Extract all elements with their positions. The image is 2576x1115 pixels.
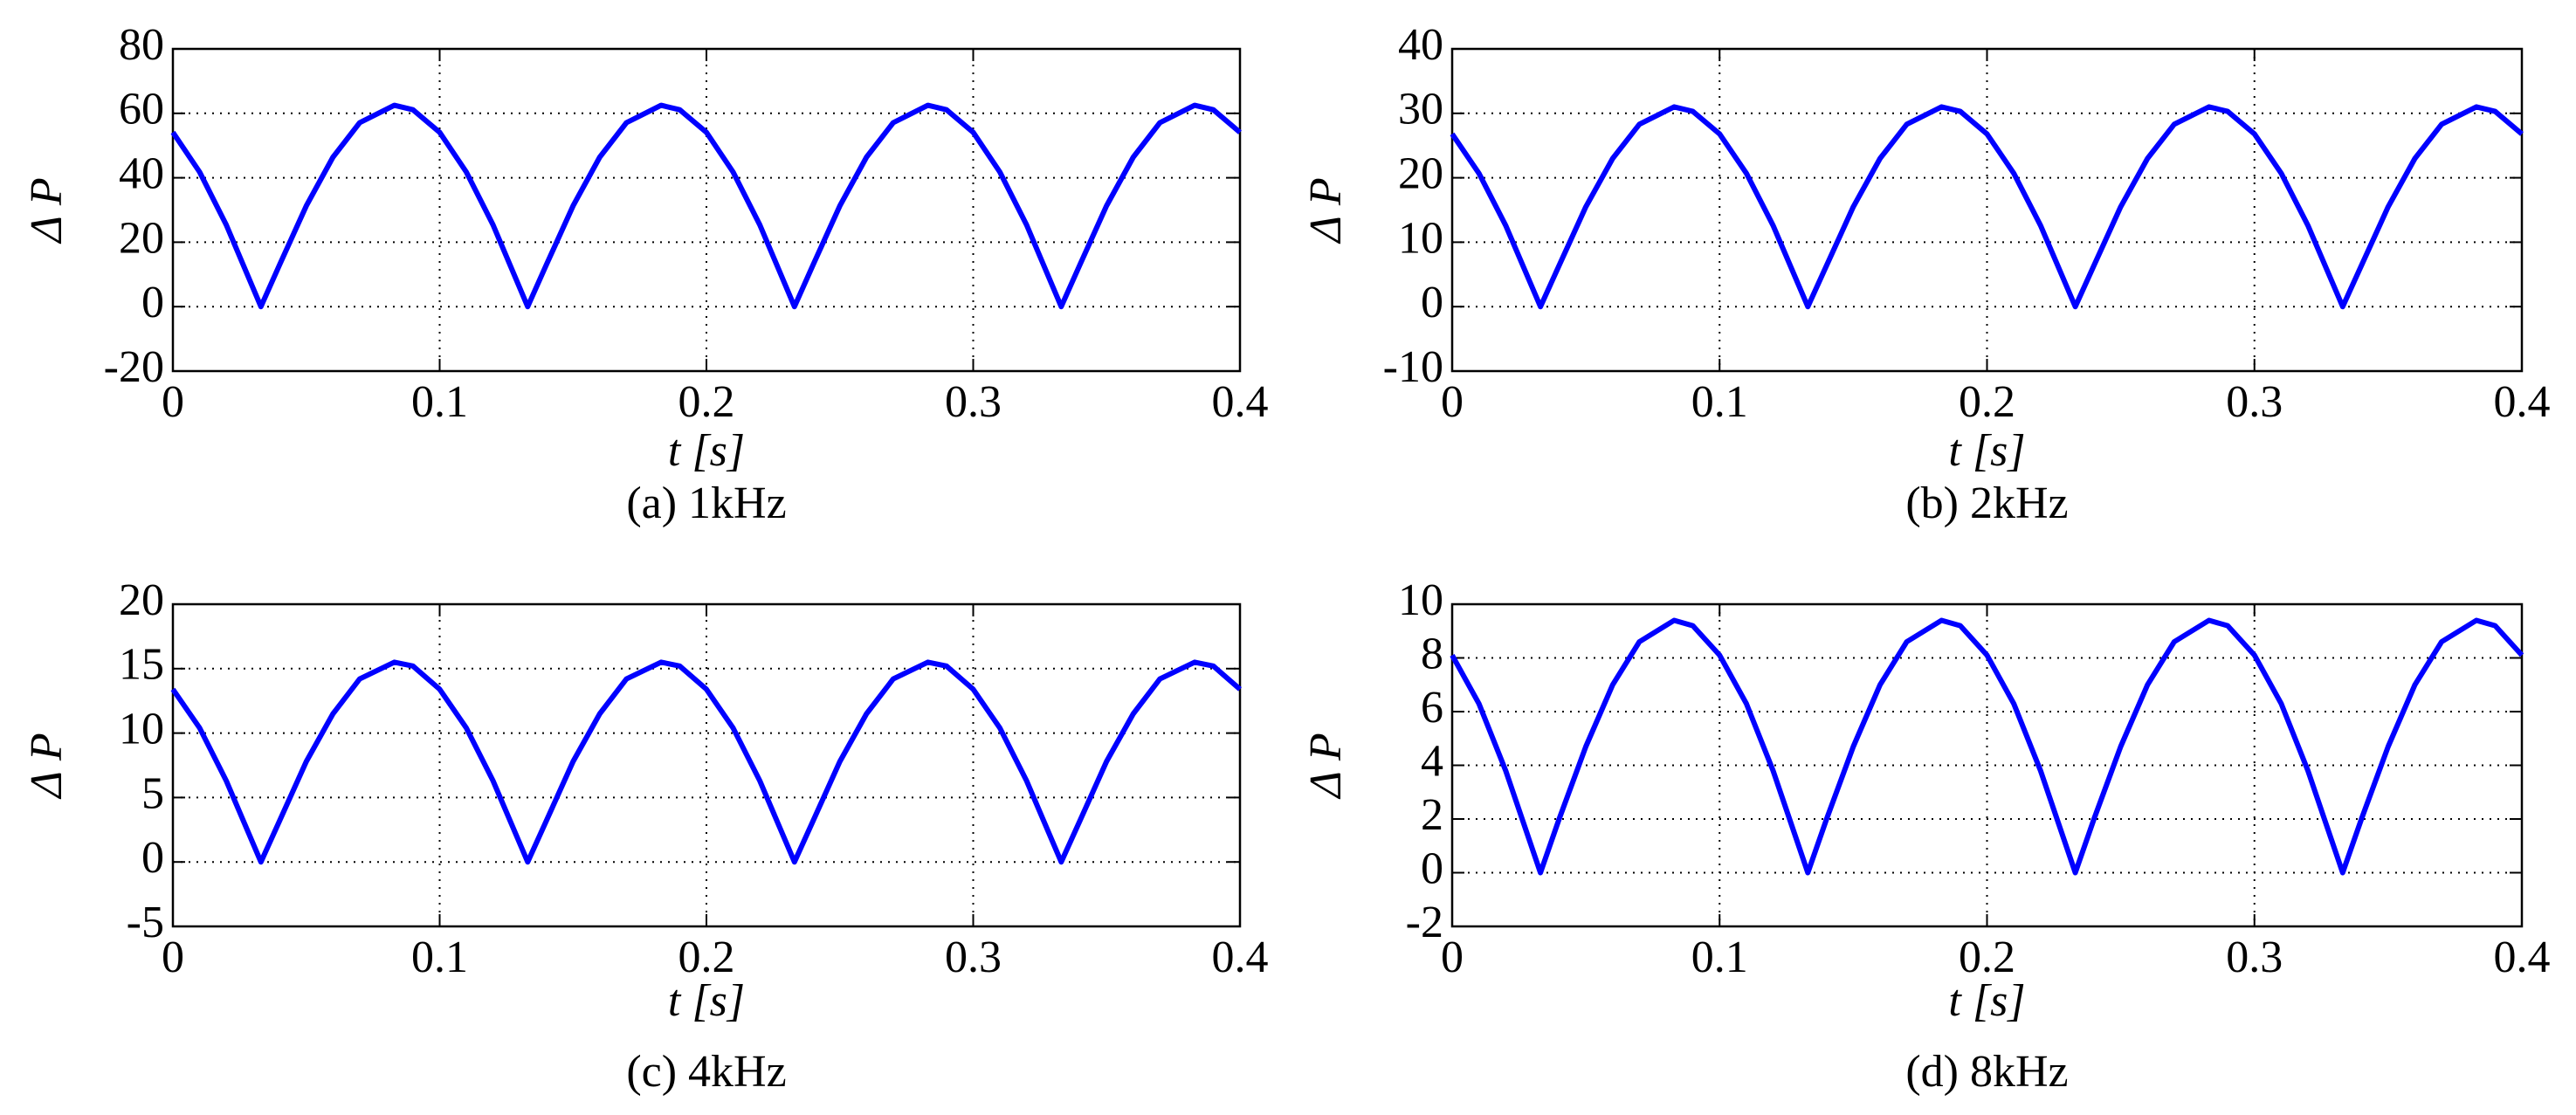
y-tick-label: 4 xyxy=(1421,736,1443,786)
y-tick-label: 0 xyxy=(1421,843,1443,893)
subplot-caption: (c) 4kHz xyxy=(626,1047,786,1097)
y-tick-label: 0 xyxy=(141,833,164,883)
y-tick-label: 20 xyxy=(119,575,164,625)
y-tick-label: -5 xyxy=(127,898,164,947)
y-tick-label: 2 xyxy=(1421,790,1443,840)
y-tick-label: 10 xyxy=(119,705,164,754)
x-axis-label: t [s] xyxy=(1948,426,2025,476)
y-tick-label: 8 xyxy=(1421,629,1443,678)
x-tick-label: 0.1 xyxy=(1691,933,1748,982)
y-tick-label: 40 xyxy=(1398,20,1443,70)
y-axis-label: Δ P xyxy=(1301,733,1351,799)
y-tick-label: 30 xyxy=(1398,85,1443,134)
data-line xyxy=(1450,104,2524,310)
x-axis-label: t [s] xyxy=(1948,976,2025,1026)
y-axis-label: Δ P xyxy=(1301,177,1351,244)
y-tick-label: 6 xyxy=(1421,683,1443,733)
x-tick-label: 0 xyxy=(162,933,184,982)
x-tick-label: 0.3 xyxy=(945,377,1002,427)
x-tick-label: 0.2 xyxy=(1959,933,2015,982)
x-tick-label: 0.3 xyxy=(2226,933,2283,982)
subplot-caption: (d) 8kHz xyxy=(1905,1047,2068,1097)
x-tick-label: 0.2 xyxy=(678,933,735,982)
axes-box xyxy=(1450,602,2524,928)
y-tick-label: 40 xyxy=(119,149,164,199)
y-tick-label: 0 xyxy=(1421,278,1443,327)
y-tick-label: 60 xyxy=(119,85,164,134)
y-tick-label: 10 xyxy=(1398,575,1443,625)
x-tick-label: 0 xyxy=(162,377,184,427)
x-tick-label: 0.3 xyxy=(945,933,1002,982)
y-tick-label: 10 xyxy=(1398,213,1443,263)
y-axis-label: Δ P xyxy=(22,177,72,244)
x-tick-label: 0.4 xyxy=(2494,933,2551,982)
x-tick-label: 0.2 xyxy=(1959,377,2015,427)
y-tick-label: 0 xyxy=(141,278,164,327)
data-line xyxy=(170,102,1242,310)
data-line xyxy=(170,659,1242,865)
x-tick-label: 0.1 xyxy=(1691,377,1748,427)
x-tick-label: 0 xyxy=(1441,377,1464,427)
y-axis-label: Δ P xyxy=(22,733,72,799)
y-tick-label: 80 xyxy=(119,20,164,70)
y-tick-label: 20 xyxy=(1398,149,1443,199)
x-tick-label: 0.2 xyxy=(678,377,735,427)
x-tick-label: 0.4 xyxy=(1212,377,1269,427)
x-axis-label: t [s] xyxy=(668,426,745,476)
x-tick-label: 0.1 xyxy=(411,377,468,427)
y-tick-label: -20 xyxy=(104,342,164,392)
x-tick-label: 0.4 xyxy=(2494,377,2551,427)
x-tick-label: 0.3 xyxy=(2226,377,2283,427)
x-tick-label: 0 xyxy=(1441,933,1464,982)
y-tick-label: 20 xyxy=(119,213,164,263)
x-tick-label: 0.1 xyxy=(411,933,468,982)
axes-box xyxy=(171,47,1242,373)
subplot-caption: (a) 1kHz xyxy=(626,478,786,528)
x-tick-label: 0.4 xyxy=(1212,933,1269,982)
data-line xyxy=(1450,617,2524,876)
y-tick-label: 5 xyxy=(141,768,164,818)
x-axis-label: t [s] xyxy=(668,976,745,1026)
y-tick-label: -2 xyxy=(1406,898,1443,947)
subplot-caption: (b) 2kHz xyxy=(1905,478,2068,528)
y-tick-label: -10 xyxy=(1383,342,1443,392)
axes-box xyxy=(1450,47,2524,373)
axes-box xyxy=(171,602,1242,928)
y-tick-label: 15 xyxy=(119,640,164,690)
